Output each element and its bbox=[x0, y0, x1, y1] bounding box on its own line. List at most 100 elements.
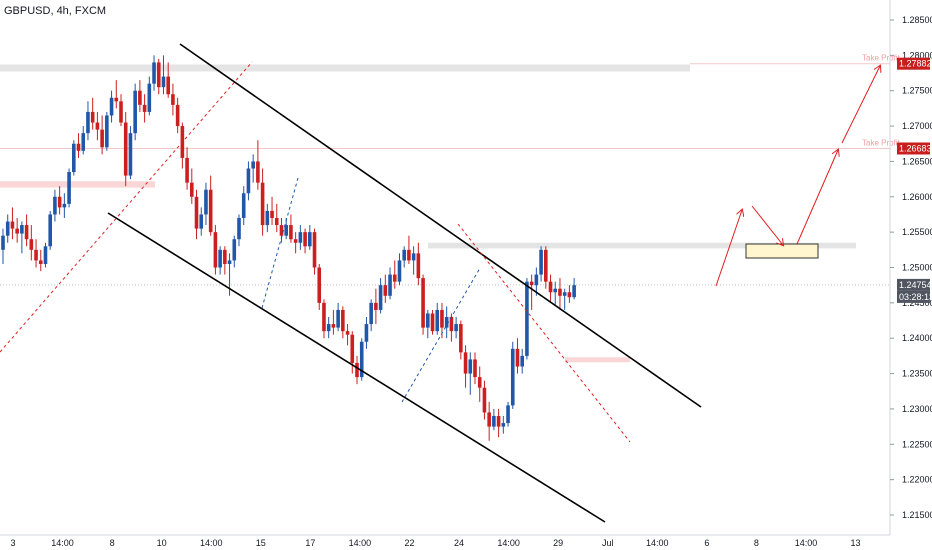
candle-down bbox=[270, 210, 274, 218]
candle-up bbox=[520, 355, 524, 367]
price-tick-label: 1.27000 bbox=[902, 121, 932, 131]
candle-up bbox=[444, 317, 449, 328]
time-tick-label: 14:00 bbox=[200, 538, 223, 548]
candle-down bbox=[331, 324, 336, 328]
candle-down bbox=[194, 196, 199, 229]
candle-up bbox=[20, 225, 24, 234]
candle-down bbox=[383, 285, 388, 296]
take-profit-price-tag-text: 1.26683 bbox=[899, 143, 932, 153]
candle-up bbox=[86, 111, 90, 134]
grid-layer bbox=[0, 63, 890, 286]
chart-title: GBPUSD, 4h, FXCM bbox=[4, 5, 107, 17]
candle-down bbox=[459, 324, 463, 353]
candle-down bbox=[303, 232, 307, 247]
candle-up bbox=[109, 97, 114, 116]
time-tick-label: 3 bbox=[10, 538, 15, 548]
candle-down bbox=[90, 111, 95, 123]
projection-arrow bbox=[715, 210, 742, 287]
projection-arrow bbox=[796, 150, 838, 245]
candle-up bbox=[161, 76, 166, 88]
candle-down bbox=[449, 317, 454, 332]
candle-down bbox=[473, 359, 477, 378]
projection-arrow bbox=[751, 205, 783, 245]
candle-up bbox=[534, 274, 539, 286]
take-profit-price-tag-text: 1.27882 bbox=[899, 59, 932, 69]
candle-down bbox=[119, 101, 123, 123]
time-tick-label: 14:00 bbox=[51, 538, 74, 548]
time-tick-label: 13 bbox=[851, 538, 861, 548]
time-tick-label: 15 bbox=[256, 538, 266, 548]
candle-down bbox=[529, 281, 534, 286]
price-tick-label: 1.22500 bbox=[902, 439, 932, 449]
countdown-tag-text: 03:28:13 bbox=[899, 292, 932, 302]
take-profit-price-tag bbox=[897, 57, 930, 70]
candle-up bbox=[43, 246, 48, 264]
candles-layer bbox=[1, 55, 576, 441]
candle-up bbox=[454, 324, 458, 332]
candle-down bbox=[558, 288, 562, 296]
dashed-blue-line bbox=[261, 177, 299, 309]
candle-down bbox=[289, 225, 293, 240]
candle-down bbox=[345, 331, 350, 335]
price-tick-label: 1.26000 bbox=[902, 192, 932, 202]
candle-up bbox=[48, 214, 52, 247]
candle-down bbox=[293, 239, 298, 243]
candle-up bbox=[506, 405, 510, 424]
candle-down bbox=[355, 362, 359, 378]
candle-up bbox=[218, 249, 222, 268]
take-profit-label: Take Profit bbox=[862, 138, 901, 147]
dashed-support-line bbox=[0, 61, 253, 353]
price-tick-label: 1.21500 bbox=[902, 510, 932, 520]
candle-down bbox=[175, 104, 180, 127]
candle-down bbox=[185, 157, 189, 183]
time-tick-label: 17 bbox=[305, 538, 315, 548]
candle-down bbox=[260, 182, 265, 226]
price-tick-label: 1.25000 bbox=[902, 263, 932, 273]
candle-up bbox=[492, 416, 496, 427]
candle-up bbox=[204, 189, 208, 215]
candle-down bbox=[213, 232, 218, 268]
candle-down bbox=[544, 249, 548, 282]
candle-up bbox=[510, 348, 515, 406]
price-axis[interactable]: 1.28500 1.28000 1.27500 1.27000 1.26500 1.260… bbox=[889, 0, 932, 535]
time-tick-label: 22 bbox=[404, 538, 414, 548]
current-price-tag-text: 1.24754 bbox=[899, 280, 932, 290]
candle-down bbox=[430, 313, 435, 332]
channel-lower-trendline bbox=[107, 212, 606, 523]
price-tick-label: 1.22000 bbox=[902, 475, 932, 485]
time-tick-label: 8 bbox=[754, 538, 759, 548]
candle-up bbox=[525, 281, 529, 356]
candle-down bbox=[374, 302, 378, 310]
candle-down bbox=[142, 104, 147, 112]
candle-up bbox=[426, 313, 430, 328]
candle-up bbox=[237, 218, 241, 240]
candle-up bbox=[308, 232, 312, 247]
time-axis[interactable]: 3 14:00 8 10 14:00 15 17 14:00 22 24 14:00 29 Jul 14:… bbox=[0, 534, 890, 548]
candle-up bbox=[468, 359, 473, 374]
zones-layer bbox=[0, 64, 856, 363]
candle-down bbox=[421, 278, 425, 328]
candle-up bbox=[326, 324, 331, 332]
candle-up bbox=[402, 249, 406, 261]
time-tick-label: 14:00 bbox=[795, 538, 818, 548]
candle-up bbox=[251, 161, 255, 169]
candle-up bbox=[133, 90, 137, 134]
candle-down bbox=[496, 416, 501, 427]
candle-down bbox=[15, 228, 19, 234]
time-tick-label: 14:00 bbox=[349, 538, 372, 548]
support-zone-left bbox=[0, 181, 155, 188]
candle-down bbox=[223, 249, 227, 264]
drawings-layer: Take Profit Take Profit bbox=[0, 43, 901, 523]
candle-down bbox=[312, 232, 317, 268]
time-tick-label: 6 bbox=[704, 538, 709, 548]
candle-up bbox=[105, 115, 109, 148]
candle-down bbox=[416, 253, 421, 279]
candle-up bbox=[411, 253, 416, 261]
candle-up bbox=[388, 274, 392, 296]
candle-up bbox=[378, 285, 383, 310]
candle-up bbox=[539, 249, 543, 275]
price-tick-label: 1.27500 bbox=[902, 86, 932, 96]
candle-up bbox=[62, 203, 67, 208]
take-profit-price-tag bbox=[897, 142, 930, 155]
